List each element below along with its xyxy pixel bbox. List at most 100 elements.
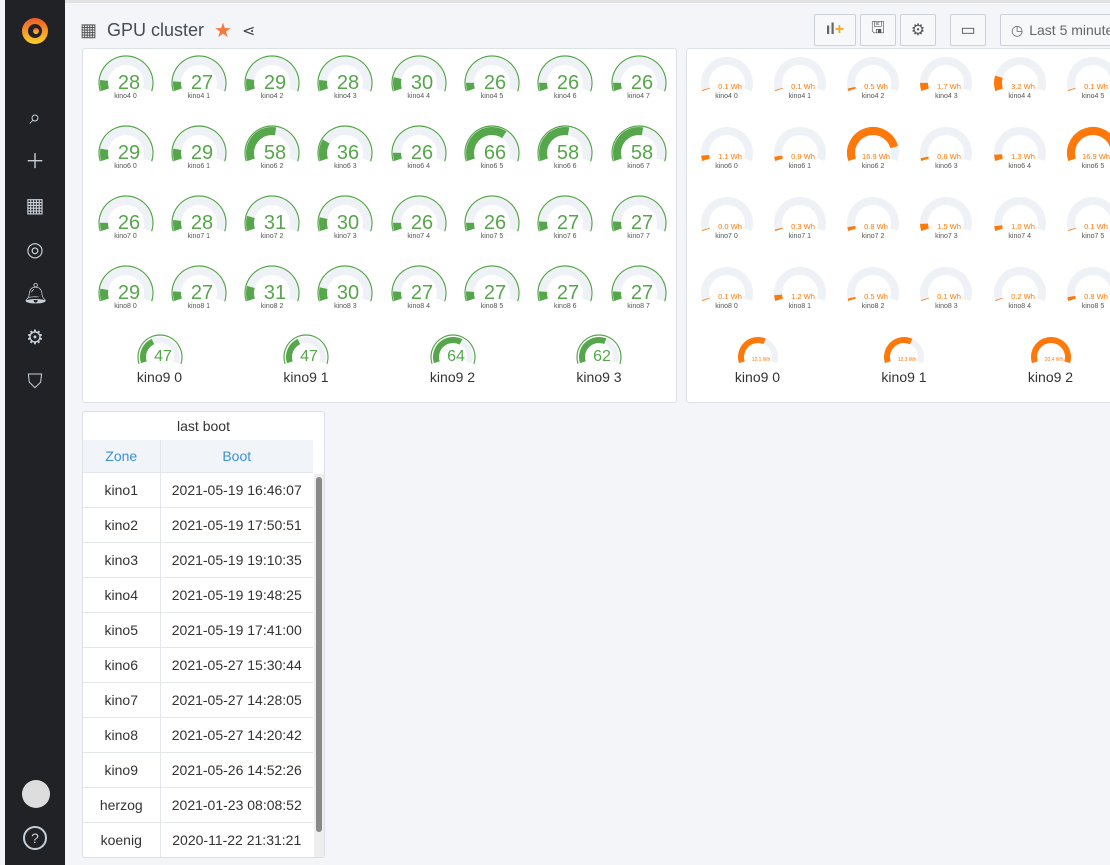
gauge-label: kino8 0 <box>715 303 738 310</box>
gauge[interactable]: 58 kino6 7 <box>602 123 675 170</box>
gauge[interactable]: 12.3 Wh kino9 1 <box>868 333 941 385</box>
gauge[interactable]: 12.1 Wh kino9 0 <box>721 333 794 385</box>
gauge[interactable]: 16.9 Wh kino6 5 <box>1057 123 1110 170</box>
gauge[interactable]: 16.9 Wh kino6 2 <box>837 123 910 170</box>
table-row[interactable]: herzog 2021-01-23 08:08:52 <box>83 787 313 823</box>
avatar[interactable] <box>22 780 50 808</box>
gauge-arc: 0.8 Wh <box>1067 267 1110 302</box>
gear-icon[interactable]: ⚙ <box>26 327 44 349</box>
gauge[interactable]: 26 kino6 4 <box>382 123 455 170</box>
gauge[interactable]: 36 kino6 3 <box>309 123 382 170</box>
page-title[interactable]: GPU cluster <box>107 20 205 40</box>
gauge[interactable]: 47 kino9 0 <box>123 333 196 385</box>
shield-icon[interactable]: ⛉ <box>27 371 43 393</box>
gauge[interactable]: 1.1 Wh kino6 0 <box>690 123 763 170</box>
gauge[interactable]: 1.5 Wh kino7 3 <box>910 193 983 240</box>
gauge[interactable]: 0.3 Wh kino7 1 <box>763 193 836 240</box>
table-row[interactable]: kino2 2021-05-19 17:50:51 <box>83 507 313 543</box>
gauge[interactable]: 26 kino4 7 <box>602 53 675 100</box>
gauge[interactable]: 47 kino9 1 <box>270 333 343 385</box>
column-header-zone[interactable]: Zone <box>83 440 161 473</box>
table-row[interactable]: kino6 2021-05-27 15:30:44 <box>83 647 313 683</box>
scrollbar[interactable] <box>314 474 324 857</box>
gauge[interactable]: 31 kino7 2 <box>236 193 309 240</box>
gauge[interactable]: 1.3 Wh kino6 4 <box>983 123 1056 170</box>
time-picker[interactable]: ◷ Last 5 minutes <box>1000 14 1110 46</box>
gauge[interactable]: 30 kino8 3 <box>309 263 382 310</box>
gauge[interactable]: 0.1 Wh kino4 5 <box>1057 53 1110 100</box>
gauge[interactable]: 30 kino7 3 <box>309 193 382 240</box>
gauge[interactable]: 27 kino4 1 <box>162 53 235 100</box>
zone-cell: kino3 <box>83 542 161 578</box>
scrollbar-thumb[interactable] <box>316 477 322 832</box>
table-row[interactable]: kino1 2021-05-19 16:46:07 <box>83 472 313 508</box>
gauge[interactable]: 28 kino4 0 <box>89 53 162 100</box>
gauge[interactable]: 58 kino6 2 <box>236 123 309 170</box>
help-icon[interactable]: ? <box>23 826 47 850</box>
gauge[interactable]: 0.1 Wh kino4 1 <box>763 53 836 100</box>
gauge[interactable]: 1.7 Wh kino4 3 <box>910 53 983 100</box>
search-icon[interactable]: ⌕ <box>29 107 41 129</box>
bell-icon[interactable]: 🔔︎ <box>23 283 49 305</box>
gauge[interactable]: 27 kino7 7 <box>602 193 675 240</box>
compass-icon[interactable]: ◎ <box>26 239 44 261</box>
gauge[interactable]: 0.2 Wh kino8 4 <box>983 263 1056 310</box>
grafana-logo[interactable] <box>19 14 51 48</box>
gauge[interactable]: 29 kino6 0 <box>89 123 162 170</box>
gauge[interactable]: 0.8 Wh kino7 2 <box>837 193 910 240</box>
dashboards-icon[interactable]: ▦ <box>25 195 45 217</box>
gauge[interactable]: 1.2 Wh kino8 1 <box>763 263 836 310</box>
gauge[interactable]: 27 kino8 7 <box>602 263 675 310</box>
gauge[interactable]: 0.5 Wh kino8 2 <box>837 263 910 310</box>
table-row[interactable]: kino4 2021-05-19 19:48:25 <box>83 577 313 613</box>
gauge[interactable]: 26 kino4 5 <box>456 53 529 100</box>
gauge[interactable]: 0.1 Wh kino8 3 <box>910 263 983 310</box>
table-row[interactable]: koenig 2020-11-22 21:31:21 <box>83 822 313 857</box>
gauge[interactable]: 62 kino9 3 <box>563 333 636 385</box>
gauge[interactable]: 29 kino6 1 <box>162 123 235 170</box>
gauge[interactable]: 0.1 Wh kino8 0 <box>690 263 763 310</box>
gauge[interactable]: 29 kino4 2 <box>236 53 309 100</box>
plus-icon[interactable]: ＋ <box>25 151 45 173</box>
gauge[interactable]: 0.1 Wh kino7 5 <box>1057 193 1110 240</box>
settings-button[interactable]: ⚙ <box>900 14 936 46</box>
table-row[interactable]: kino5 2021-05-19 17:41:00 <box>83 612 313 648</box>
gauge[interactable]: 26 kino7 4 <box>382 193 455 240</box>
gauge[interactable]: 27 kino8 4 <box>382 263 455 310</box>
share-icon[interactable]: ⋖ <box>241 22 256 40</box>
gauge[interactable]: 0.9 Wh kino6 1 <box>763 123 836 170</box>
gauge[interactable]: 3.2 Wh kino4 4 <box>983 53 1056 100</box>
column-header-boot[interactable]: Boot <box>160 440 313 473</box>
gauge[interactable]: 66 kino6 5 <box>456 123 529 170</box>
gauge[interactable]: 28 kino7 1 <box>162 193 235 240</box>
gauge[interactable]: 1.0 Wh kino7 4 <box>983 193 1056 240</box>
gauge-arc: 47 <box>136 334 183 365</box>
star-icon[interactable]: ★ <box>214 20 232 42</box>
add-panel-button[interactable]: ıl+ <box>814 14 856 46</box>
gauge[interactable]: 0.5 Wh kino4 2 <box>837 53 910 100</box>
gauge[interactable]: 29 kino8 0 <box>89 263 162 310</box>
gauge[interactable]: 26 kino7 5 <box>456 193 529 240</box>
gauge[interactable]: 64 kino9 2 <box>416 333 489 385</box>
gauge[interactable]: 27 kino8 5 <box>456 263 529 310</box>
gauge[interactable]: 27 kino8 1 <box>162 263 235 310</box>
gauge[interactable]: 0.0 Wh kino7 0 <box>690 193 763 240</box>
table-row[interactable]: kino3 2021-05-19 19:10:35 <box>83 542 313 578</box>
tv-mode-button[interactable]: ▭ <box>950 14 986 46</box>
gauge[interactable]: 58 kino6 6 <box>529 123 602 170</box>
table-row[interactable]: kino8 2021-05-27 14:20:42 <box>83 717 313 753</box>
save-button[interactable]: 🖫 <box>860 14 896 46</box>
gauge[interactable]: 26 kino4 6 <box>529 53 602 100</box>
gauge[interactable]: 0.1 Wh kino4 0 <box>690 53 763 100</box>
gauge[interactable]: 0.8 Wh kino8 5 <box>1057 263 1110 310</box>
gauge[interactable]: 27 kino8 6 <box>529 263 602 310</box>
gauge[interactable]: 27 kino7 6 <box>529 193 602 240</box>
gauge[interactable]: 0.6 Wh kino6 3 <box>910 123 983 170</box>
gauge[interactable]: 20.4 Wh kino9 2 <box>1014 333 1087 385</box>
table-row[interactable]: kino9 2021-05-26 14:52:26 <box>83 752 313 788</box>
gauge[interactable]: 31 kino8 2 <box>236 263 309 310</box>
table-row[interactable]: kino7 2021-05-27 14:28:05 <box>83 682 313 718</box>
gauge[interactable]: 26 kino7 0 <box>89 193 162 240</box>
gauge[interactable]: 28 kino4 3 <box>309 53 382 100</box>
gauge[interactable]: 30 kino4 4 <box>382 53 455 100</box>
